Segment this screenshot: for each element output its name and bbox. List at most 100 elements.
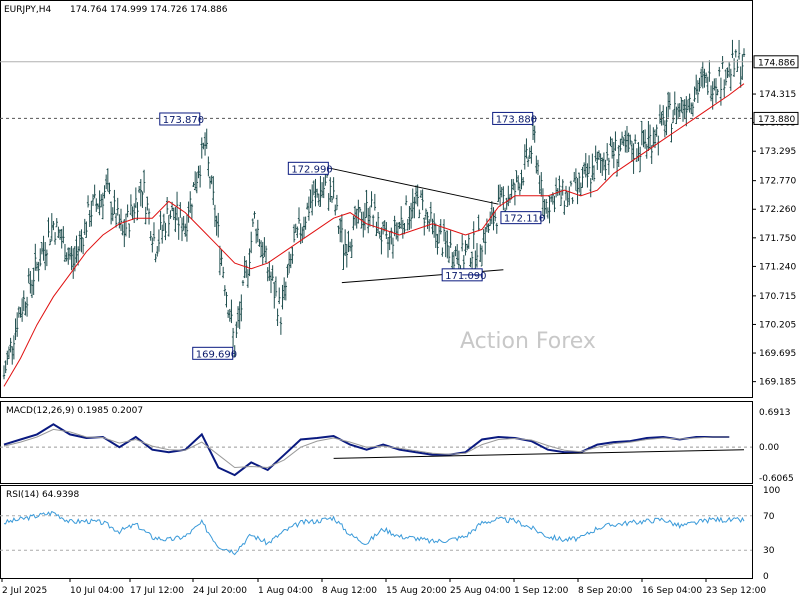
price-bar bbox=[741, 54, 744, 80]
price-bar bbox=[701, 61, 704, 89]
price-bar bbox=[86, 195, 90, 208]
macd-axis-label: 0.00 bbox=[759, 443, 779, 453]
price-bar bbox=[17, 306, 21, 318]
price-bar bbox=[319, 176, 322, 207]
price-bar bbox=[727, 62, 731, 78]
price-bar bbox=[131, 206, 134, 220]
price-bar bbox=[525, 138, 528, 159]
price-bar bbox=[579, 182, 583, 196]
price-bar bbox=[266, 267, 269, 282]
price-bar bbox=[703, 68, 706, 88]
price-bar bbox=[30, 279, 34, 299]
price-bar bbox=[24, 301, 27, 316]
price-bar bbox=[553, 195, 556, 213]
price-bar bbox=[334, 204, 337, 216]
price-bar bbox=[264, 245, 268, 263]
price-bar bbox=[276, 308, 279, 326]
price-bar bbox=[688, 93, 691, 113]
price-bar bbox=[485, 218, 489, 233]
price-bar bbox=[218, 245, 222, 276]
price-bar bbox=[161, 224, 164, 244]
price-bar bbox=[505, 197, 508, 210]
price-axis-label: 170.715 bbox=[759, 292, 796, 302]
price-bar bbox=[358, 206, 362, 213]
price-bar bbox=[363, 202, 367, 231]
price-bar bbox=[40, 242, 44, 255]
price-bar bbox=[602, 152, 606, 171]
price-bar bbox=[343, 229, 347, 257]
price-bar bbox=[11, 346, 14, 365]
price-bar bbox=[399, 206, 403, 229]
price-bar bbox=[205, 128, 208, 149]
price-bar bbox=[678, 103, 681, 117]
price-bar bbox=[467, 234, 470, 249]
time-axis-label: 25 Aug 04:00 bbox=[450, 586, 511, 596]
price-bar bbox=[342, 244, 345, 270]
price-bar bbox=[434, 223, 438, 248]
price-bar bbox=[424, 208, 428, 220]
rsi-line bbox=[3, 510, 745, 556]
price-bar bbox=[577, 172, 581, 193]
price-axis-label: 174.315 bbox=[759, 90, 796, 100]
price-bar bbox=[398, 221, 401, 229]
price-bar bbox=[380, 227, 383, 255]
price-bar bbox=[540, 172, 543, 197]
price-bar bbox=[533, 125, 536, 143]
price-bar bbox=[88, 210, 91, 227]
price-bar bbox=[568, 186, 571, 206]
price-bar bbox=[375, 221, 378, 237]
price-bar bbox=[156, 246, 159, 257]
price-bar bbox=[446, 230, 449, 259]
price-bar bbox=[418, 209, 421, 219]
price-bar bbox=[429, 201, 433, 222]
price-bar bbox=[80, 229, 83, 253]
price-bar bbox=[619, 138, 622, 152]
price-bar bbox=[347, 230, 350, 253]
price-bar bbox=[6, 350, 9, 365]
price-bar bbox=[574, 168, 578, 191]
price-bar bbox=[238, 301, 241, 330]
price-bar bbox=[411, 188, 414, 219]
price-bar bbox=[37, 261, 40, 282]
price-bar bbox=[68, 247, 72, 260]
price-bar bbox=[134, 187, 138, 209]
price-axis-label: 169.695 bbox=[759, 349, 796, 359]
price-bar bbox=[587, 155, 591, 175]
price-bar bbox=[449, 230, 452, 248]
price-bar bbox=[279, 317, 283, 335]
price-bar bbox=[388, 231, 391, 251]
price-bar bbox=[469, 257, 472, 268]
price-bar bbox=[737, 39, 741, 60]
price-bar bbox=[404, 195, 408, 206]
price-box-text: 173.880 bbox=[758, 115, 795, 125]
price-bar bbox=[367, 207, 370, 234]
annotation-text: 172.110 bbox=[504, 214, 545, 225]
price-bar bbox=[52, 221, 55, 231]
price-bar bbox=[666, 91, 670, 118]
price-axis-label: 173.295 bbox=[759, 147, 796, 157]
price-bar bbox=[426, 211, 429, 229]
price-bar bbox=[75, 235, 78, 263]
price-bar bbox=[655, 124, 658, 137]
price-bar bbox=[734, 49, 737, 58]
price-bar bbox=[421, 189, 424, 211]
chart-header: EURJPY,H4 174.764 174.999 174.726 174.88… bbox=[4, 5, 228, 15]
price-bar bbox=[563, 200, 566, 215]
price-bar bbox=[617, 145, 620, 168]
price-bar bbox=[235, 321, 238, 338]
price-bar bbox=[47, 217, 50, 238]
price-bar bbox=[584, 153, 587, 178]
macd-trendline bbox=[333, 449, 745, 459]
price-bar bbox=[12, 335, 16, 360]
price-bar bbox=[355, 208, 358, 229]
price-bar bbox=[253, 211, 256, 219]
price-bar bbox=[566, 192, 569, 208]
price-bar bbox=[58, 229, 62, 240]
price-bar bbox=[657, 135, 660, 156]
price-axis-label: 171.750 bbox=[759, 234, 796, 244]
time-axis-label: 10 Jul 04:00 bbox=[70, 586, 124, 596]
time-axis-label: 1 Aug 04:00 bbox=[258, 586, 313, 596]
price-bar bbox=[638, 146, 642, 173]
price-bar bbox=[591, 153, 594, 181]
